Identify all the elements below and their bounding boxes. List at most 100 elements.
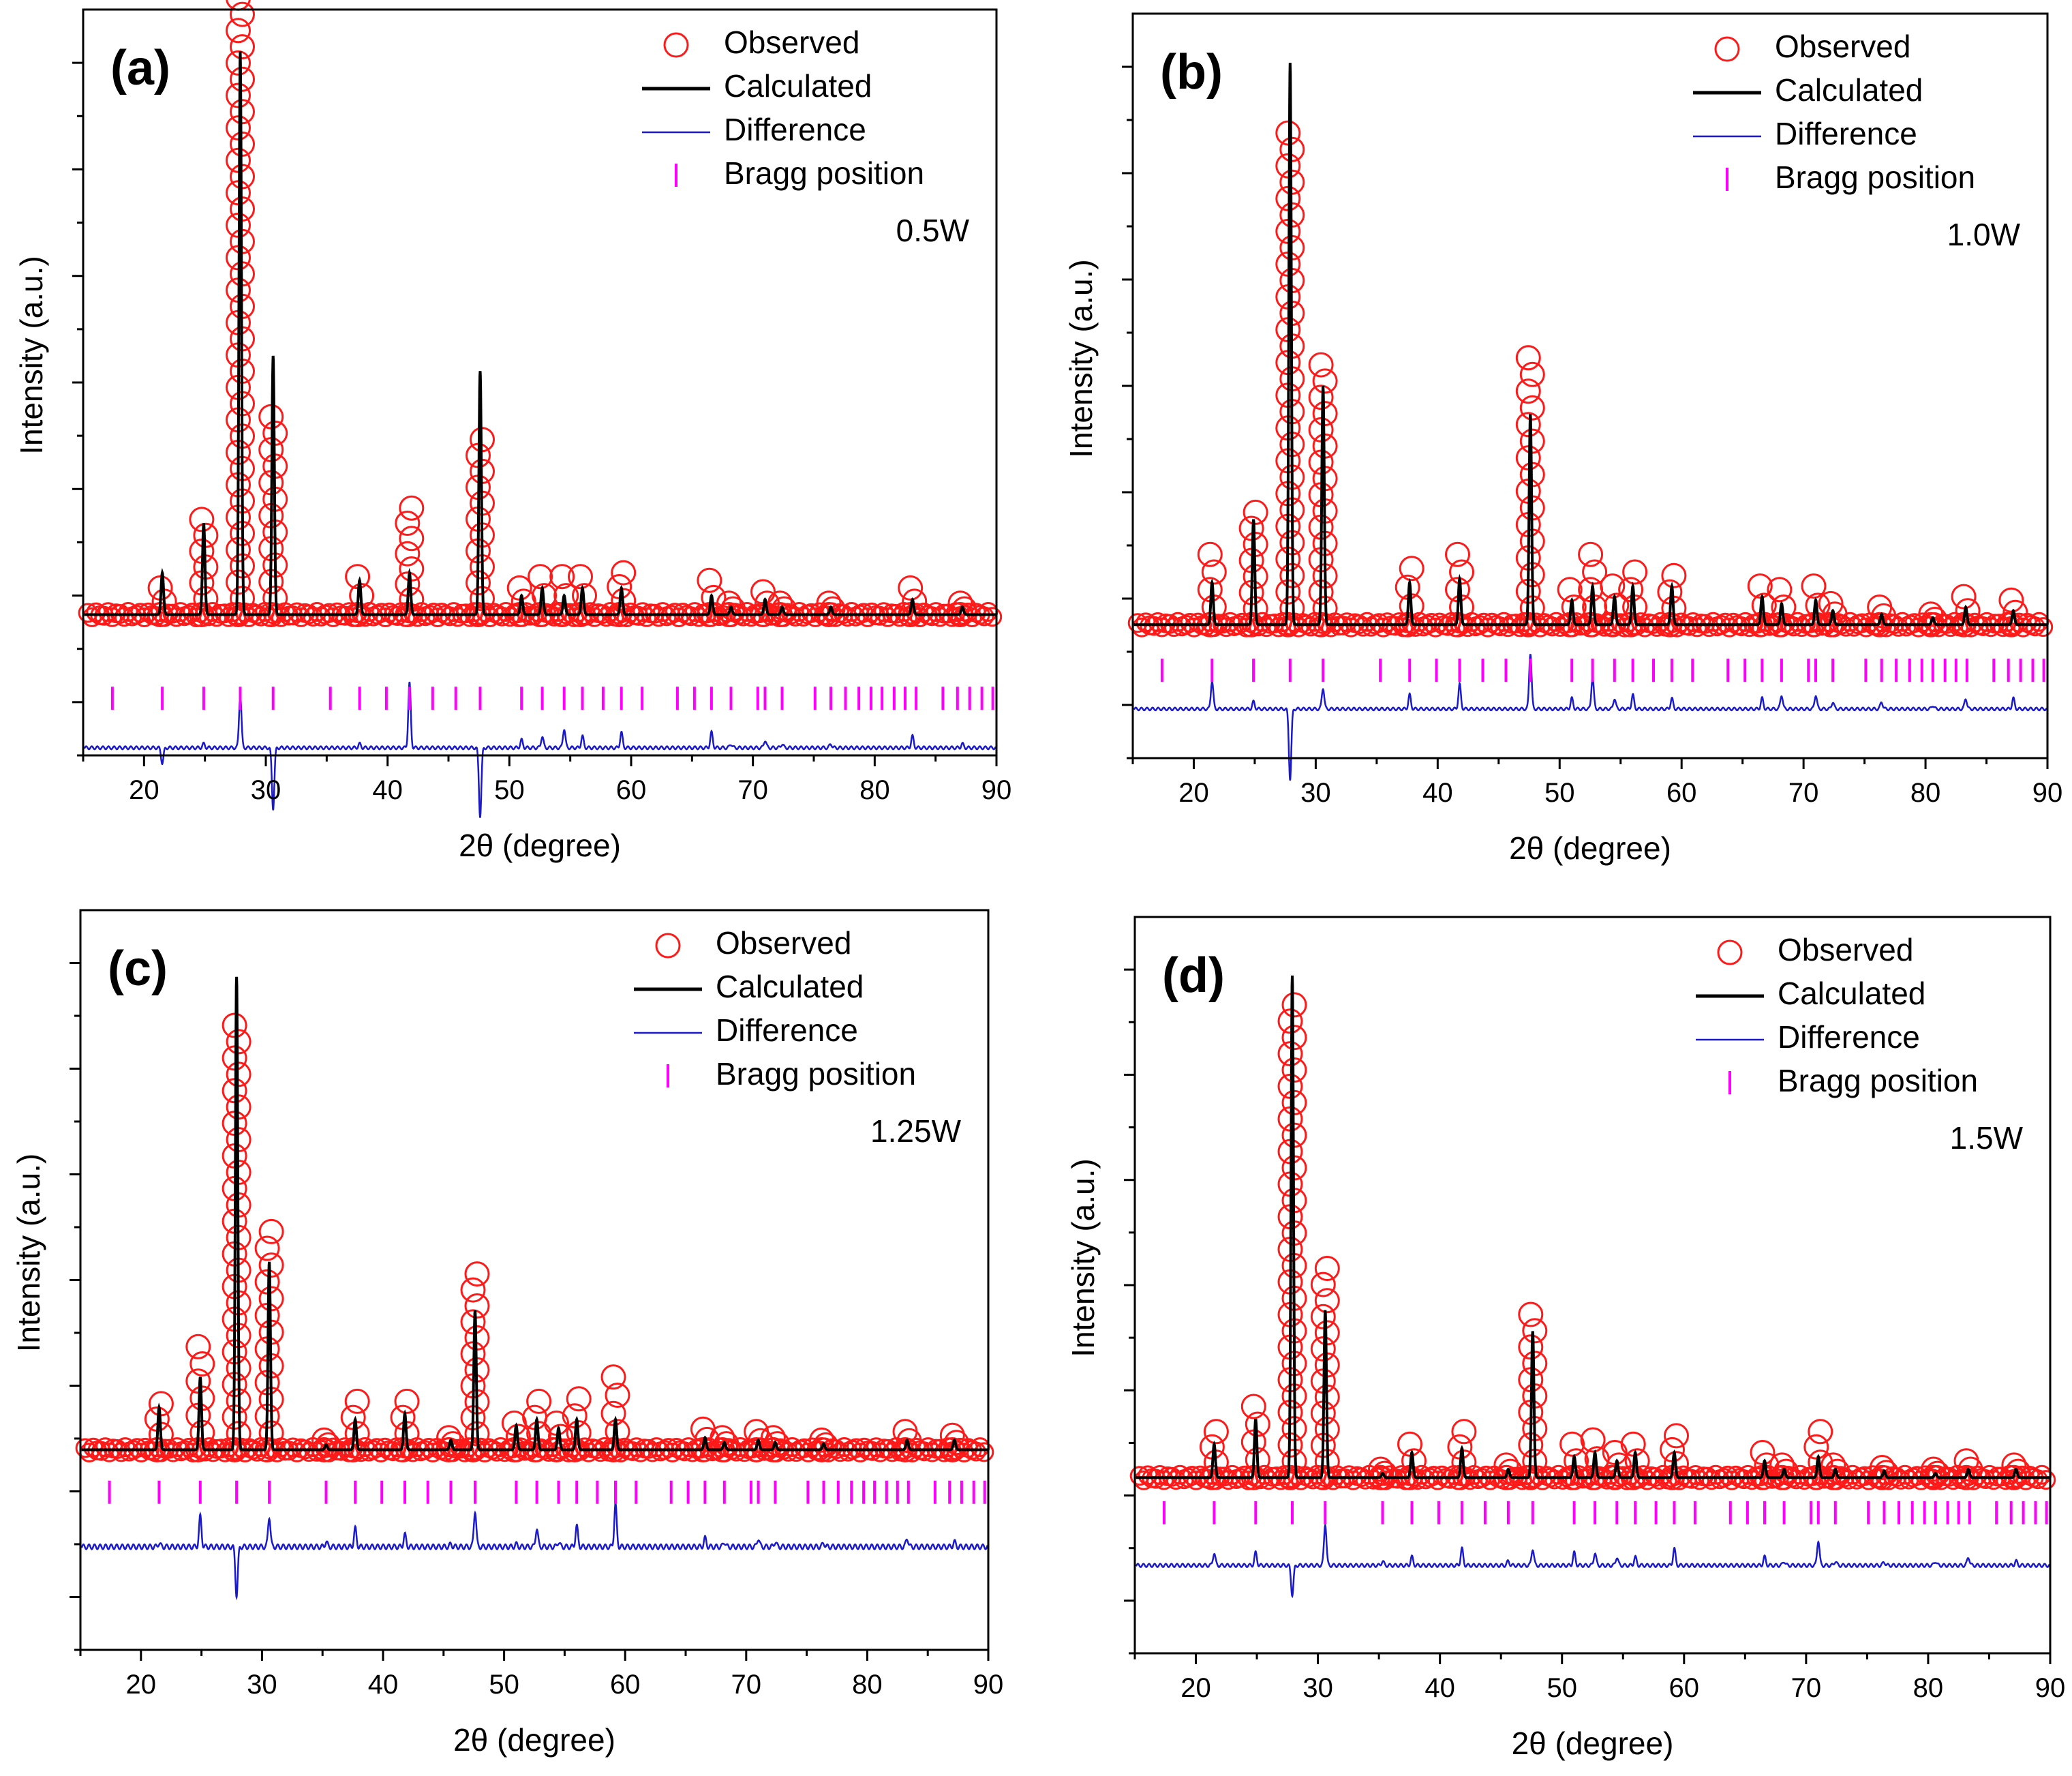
y-axis xyxy=(1124,968,1135,1655)
observed-point xyxy=(399,495,425,521)
x-tick-label: 40 xyxy=(1422,778,1453,808)
observed-point xyxy=(1867,594,1893,620)
observed-point xyxy=(185,1334,211,1359)
observed-point xyxy=(1664,1423,1689,1449)
observed-point xyxy=(966,1441,986,1462)
x-tick-label: 20 xyxy=(126,1670,157,1700)
panel-label: (b) xyxy=(1160,45,1223,100)
observed-point xyxy=(611,560,637,586)
observed-point xyxy=(2005,1458,2031,1484)
observed-point xyxy=(1314,1256,1340,1281)
legend: Observed Calculated Difference Bragg positi… xyxy=(634,925,916,1092)
observed-point xyxy=(371,603,392,623)
legend-observed-label: Observed xyxy=(1778,932,1913,967)
observed-point xyxy=(951,596,977,622)
observed-point xyxy=(399,556,425,582)
observed-point xyxy=(1808,1419,1833,1445)
observed-point xyxy=(1238,515,1264,541)
legend-bragg-label: Bragg position xyxy=(724,155,924,191)
legend: Observed Calculated Difference Bragg positi… xyxy=(1696,932,1978,1098)
observed-point xyxy=(1822,601,1848,627)
x-tick-label: 70 xyxy=(737,775,768,805)
legend-observed-label: Observed xyxy=(724,25,859,60)
y-axis-title: Intensity (a.u.) xyxy=(1063,259,1099,457)
panel-c: 20 30 40 50 60 70 80 90 2θ (degree) Intensity (a.… xyxy=(11,909,1003,1758)
observed-point xyxy=(1281,1025,1307,1051)
bragg-series xyxy=(1160,659,2045,682)
x-tick-label: 70 xyxy=(731,1670,762,1700)
difference-series xyxy=(1135,1522,2051,1599)
x-tick-label: 90 xyxy=(2032,778,2063,808)
observed-point xyxy=(394,1388,420,1414)
observed-point xyxy=(395,511,421,536)
y-axis-title: Intensity (a.u.) xyxy=(14,256,49,454)
observed-point xyxy=(1620,1431,1646,1457)
observed-point xyxy=(813,1432,838,1458)
observed-point xyxy=(809,1427,834,1453)
observed-point xyxy=(566,1386,592,1412)
observed-point xyxy=(2028,1469,2048,1490)
legend-calculated-label: Calculated xyxy=(1775,72,1923,108)
x-tick-label: 80 xyxy=(852,1670,883,1700)
x-tick-label: 60 xyxy=(1666,778,1697,808)
observed-point xyxy=(75,1438,95,1458)
observed-point xyxy=(254,1235,280,1261)
x-tick-label: 40 xyxy=(368,1670,399,1700)
legend-observed-label: Observed xyxy=(1775,29,1910,64)
observed-point xyxy=(399,526,425,552)
observed-point xyxy=(1368,1456,1393,1482)
calculated-series xyxy=(81,976,988,1451)
observed-point xyxy=(258,1218,284,1244)
observed-point xyxy=(1998,587,2024,613)
x-tick-label: 50 xyxy=(489,1670,519,1700)
observed-point xyxy=(1397,1431,1422,1457)
observed-point xyxy=(697,567,722,593)
observed-point xyxy=(258,1252,284,1278)
observed-point xyxy=(460,1309,486,1335)
observed-point xyxy=(1918,601,1944,627)
panel-b: 20 30 40 50 60 70 80 90 2θ (degree) Intensity (a.… xyxy=(1063,12,2063,866)
x-tick-label: 70 xyxy=(1788,778,1819,808)
x-axis-title: 2θ (degree) xyxy=(453,1722,615,1758)
x-tick-label: 70 xyxy=(1791,1673,1822,1703)
x-axis-title: 2θ (degree) xyxy=(459,828,621,863)
observed-point xyxy=(1518,1301,1544,1327)
observed-point xyxy=(1767,577,1793,603)
legend-difference-label: Difference xyxy=(716,1012,858,1048)
observed-point xyxy=(316,1432,341,1458)
x-axis: 20 30 40 50 60 70 80 90 xyxy=(1131,758,2063,808)
observed-point xyxy=(1921,1456,1947,1482)
x-tick-label: 50 xyxy=(1544,778,1575,808)
calculated-series xyxy=(84,51,996,616)
observed-point xyxy=(720,596,746,622)
bragg-series xyxy=(1163,1501,2048,1524)
observed-point xyxy=(1925,1460,1951,1486)
observed-point xyxy=(1951,584,1977,609)
observed-point xyxy=(1557,577,1583,603)
sample-label: 0.5W xyxy=(896,213,970,248)
observed-point xyxy=(1580,1427,1606,1453)
observed-point xyxy=(1559,1431,1585,1457)
panel-d: 20 30 40 50 60 70 80 90 2θ (degree) Intensity (a.… xyxy=(1065,916,2065,1761)
observed-point xyxy=(549,564,575,590)
observed-point xyxy=(820,596,846,622)
observed-point xyxy=(222,1012,247,1038)
observed-point xyxy=(974,606,994,627)
observed-point xyxy=(1281,992,1307,1018)
x-tick-label: 50 xyxy=(494,775,525,805)
observed-point xyxy=(1600,573,1626,599)
observed-point xyxy=(464,1293,490,1319)
legend-observed-symbol xyxy=(1717,939,1743,965)
observed-point xyxy=(1312,368,1338,394)
observed-point xyxy=(2025,616,2045,637)
observed-point xyxy=(1203,1419,1229,1445)
observed-point xyxy=(2036,1470,2056,1490)
panel-label: (d) xyxy=(1162,948,1225,1003)
panel-label: (c) xyxy=(108,942,168,996)
observed-point xyxy=(1922,607,1948,632)
y-axis-title: Intensity (a.u.) xyxy=(11,1154,46,1352)
x-tick-label: 20 xyxy=(1178,778,1209,808)
observed-point xyxy=(974,1442,994,1462)
observed-point xyxy=(1451,1419,1477,1445)
